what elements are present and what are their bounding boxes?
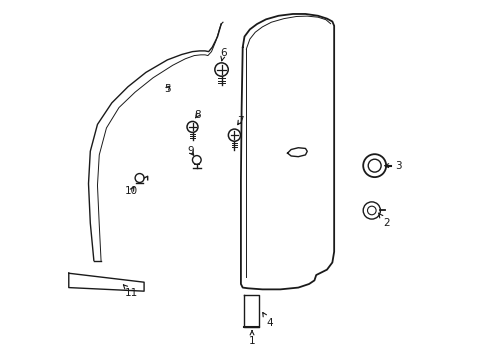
Text: 9: 9 xyxy=(187,146,194,156)
Text: 5: 5 xyxy=(164,84,170,94)
Text: 7: 7 xyxy=(236,116,243,126)
Text: 11: 11 xyxy=(123,285,138,298)
Text: 4: 4 xyxy=(262,312,272,328)
Text: 10: 10 xyxy=(125,186,138,196)
Text: 1: 1 xyxy=(248,330,255,346)
Text: 3: 3 xyxy=(384,161,401,171)
Text: 6: 6 xyxy=(220,48,226,61)
Text: 2: 2 xyxy=(378,213,388,228)
Text: 8: 8 xyxy=(193,111,200,121)
